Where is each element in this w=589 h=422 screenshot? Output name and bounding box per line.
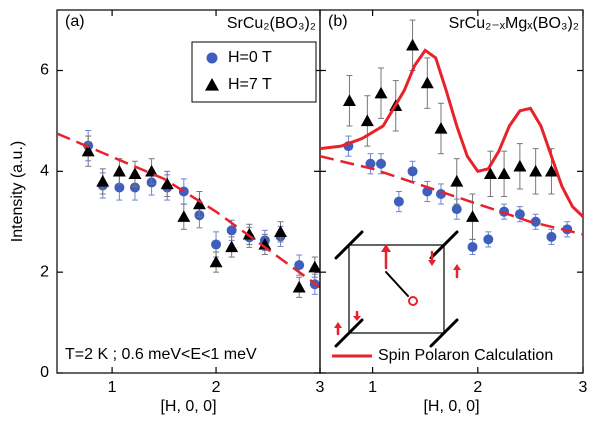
point [273,225,287,238]
point [420,76,434,89]
point [192,197,206,210]
point [393,196,404,207]
panel-label: (b) [328,13,348,30]
line [320,48,583,218]
legend-marker [205,78,219,91]
point [112,164,126,177]
point [467,241,478,252]
point [374,86,388,99]
y-tick-label: 4 [40,163,49,180]
point [294,260,305,271]
plot-frame [319,9,584,374]
point [209,255,223,268]
y-axis-label: Intensity (a.u.) [9,141,26,242]
y-tick-label: 2 [40,263,49,280]
point [114,182,125,193]
panel-title: SrCu₂(BO₃)₂ [227,15,316,32]
x-tick-label: 2 [473,379,482,396]
point [451,204,462,215]
point [342,94,356,106]
point [160,177,174,190]
point [466,210,480,222]
point [308,260,320,273]
point [128,167,142,180]
line [57,132,320,289]
point [514,209,525,220]
y-tick-label: 6 [40,62,49,79]
point [177,210,191,222]
point [483,234,494,245]
legend-marker [206,52,218,64]
x-tick-label: 1 [108,379,117,396]
line [320,154,583,236]
x-tick-label: 1 [368,379,377,396]
y-tick-label: 0 [40,364,49,381]
annotation: T=2 K ; 0.6 meV<E<1 meV [65,346,257,363]
panel-label: (a) [65,13,85,30]
inset-diagram [334,230,461,348]
point [129,182,140,193]
point [376,158,387,169]
point [530,216,541,227]
point [225,240,239,253]
point [406,38,420,51]
point [497,167,511,180]
point [365,158,376,169]
point [434,121,448,134]
point [450,174,464,187]
plot-area [57,129,320,298]
panel-title: SrCu₂₋ₓMgₓ(BO₃)₂ [449,15,579,32]
x-tick-label: 3 [316,379,325,396]
point [81,144,95,157]
point [226,225,237,236]
point [513,159,527,172]
x-tick-label: 3 [579,379,588,396]
point [211,239,222,250]
point [360,114,374,127]
point [546,231,557,242]
x-axis-label: [H, 0, 0] [423,398,479,415]
point [96,174,110,187]
point [292,280,306,293]
legend-label: Spin Polaron Calculation [378,347,553,364]
plot-area [320,19,583,256]
point [529,164,543,177]
legend-label: H=0 T [228,49,272,66]
point [242,227,256,240]
point [483,167,497,180]
point [544,164,558,177]
x-tick-label: 2 [212,379,221,396]
legend-label: H=7 T [228,76,272,93]
point [407,166,418,177]
point [258,237,272,250]
x-axis-label: [H, 0, 0] [160,398,216,415]
point [145,164,159,177]
legend-box [191,41,317,103]
